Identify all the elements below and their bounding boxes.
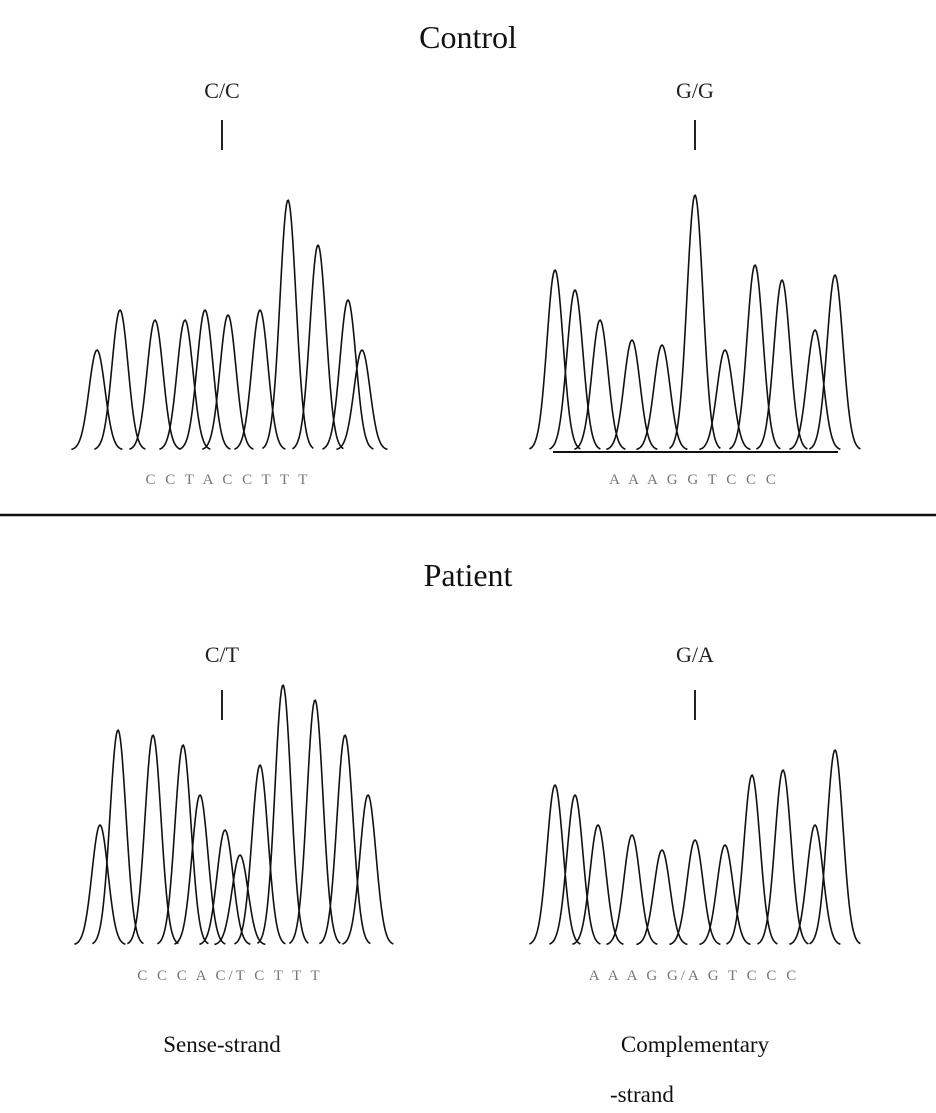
trace-peak (669, 195, 720, 448)
trace-peak (756, 280, 807, 449)
trace-peak (636, 345, 687, 449)
trace-peak (129, 320, 180, 449)
section-title: Patient (424, 557, 513, 593)
caption: -strand (610, 1082, 674, 1107)
trace-peak (94, 310, 145, 449)
trace-peak (789, 330, 840, 449)
base-calls: A A A G G T C C C (609, 472, 779, 488)
trace-peak (809, 275, 860, 449)
figure: Control C/C G/G C C T A C C T T T A A A … (0, 0, 936, 1113)
section-title: Control (419, 19, 517, 55)
caption: Sense-strand (163, 1032, 281, 1057)
base-calls: C C C A C/T C T T T (137, 968, 322, 984)
trace-peak (179, 310, 230, 449)
trace-peak (292, 245, 343, 448)
genotype: G/A (676, 642, 714, 667)
base-calls: C C T A C C T T T (146, 472, 311, 488)
trace-peak (789, 825, 840, 944)
trace-peak (71, 350, 122, 449)
trace-peak (92, 730, 143, 943)
trace-peak (726, 775, 777, 944)
trace-peak (809, 750, 860, 944)
trace-peak (127, 735, 178, 943)
trace-peak (234, 765, 285, 944)
trace-peak (257, 685, 308, 943)
trace-peak (214, 855, 265, 944)
genotype: G/G (676, 78, 714, 103)
trace-peak (262, 200, 313, 448)
trace-peak (342, 795, 393, 944)
genotype: C/T (205, 642, 240, 667)
trace-peak (319, 735, 370, 943)
trace-peak (529, 785, 580, 944)
caption: Complementary (621, 1032, 770, 1057)
trace-peak (336, 350, 387, 449)
trace-peak (159, 320, 210, 449)
base-calls: A A A G G/A G T C C C (589, 968, 799, 984)
trace-peak (289, 700, 340, 943)
trace-peak (157, 745, 208, 944)
genotype: C/C (204, 78, 239, 103)
trace-peak (549, 795, 600, 944)
trace-peak (606, 340, 657, 449)
trace-peak (572, 825, 623, 944)
